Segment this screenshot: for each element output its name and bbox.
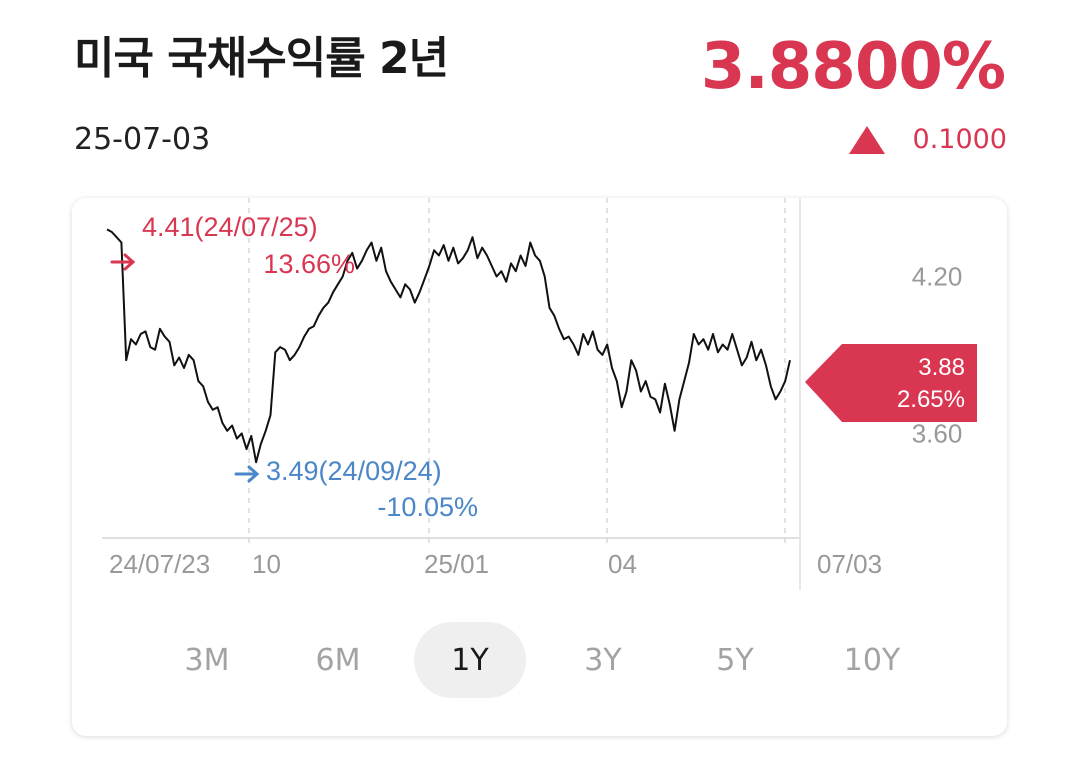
current-price: 3.8800% [700, 30, 1006, 104]
y-tick-label: 3.60 [912, 418, 963, 448]
period-selector: 3M 6M 1Y 3Y 5Y 10Y [72, 622, 1007, 698]
x-tick-label: 04 [608, 549, 637, 579]
current-value-tag [805, 344, 977, 422]
current-value: 3.88 [918, 354, 965, 381]
low-annotation-label: 3.49(24/09/24) [266, 456, 442, 486]
y-tick-label: 4.20 [912, 261, 963, 291]
price-chart[interactable]: 24/07/23 10 25/01 04 07/03 4.20 3.60 4.41(24/0… [72, 198, 1007, 618]
right-arrow-icon [234, 465, 260, 483]
chart-card: 24/07/23 10 25/01 04 07/03 4.20 3.60 4.41(24/0… [72, 198, 1007, 736]
period-tab-3y[interactable]: 3Y [584, 642, 622, 678]
x-tick-label: 07/03 [817, 549, 882, 579]
period-tab-6m[interactable]: 6M [315, 642, 361, 678]
period-tab-5y[interactable]: 5Y [716, 642, 754, 678]
x-tick-label: 10 [252, 549, 281, 579]
x-tick-label: 25/01 [424, 549, 489, 579]
quote-date: 25-07-03 [74, 122, 211, 157]
right-arrow-icon [110, 253, 136, 271]
period-tab-3m[interactable]: 3M [184, 642, 230, 678]
period-tab-1y[interactable]: 1Y [414, 622, 526, 698]
period-tab-10y[interactable]: 10Y [843, 642, 901, 678]
high-annotation-label: 4.41(24/07/25) [142, 212, 318, 242]
price-change: 0.1000 [848, 124, 1007, 155]
high-annotation-pct: 13.66% [263, 249, 355, 279]
price-line [106, 228, 791, 464]
price-change-value: 0.1000 [912, 124, 1007, 155]
low-annotation-pct: -10.05% [377, 492, 478, 522]
page-title: 미국 국채수익률 2년 [74, 33, 449, 84]
up-triangle-icon [848, 125, 885, 154]
x-tick-label: 24/07/23 [109, 549, 210, 579]
current-change: 2.65% [897, 386, 965, 413]
